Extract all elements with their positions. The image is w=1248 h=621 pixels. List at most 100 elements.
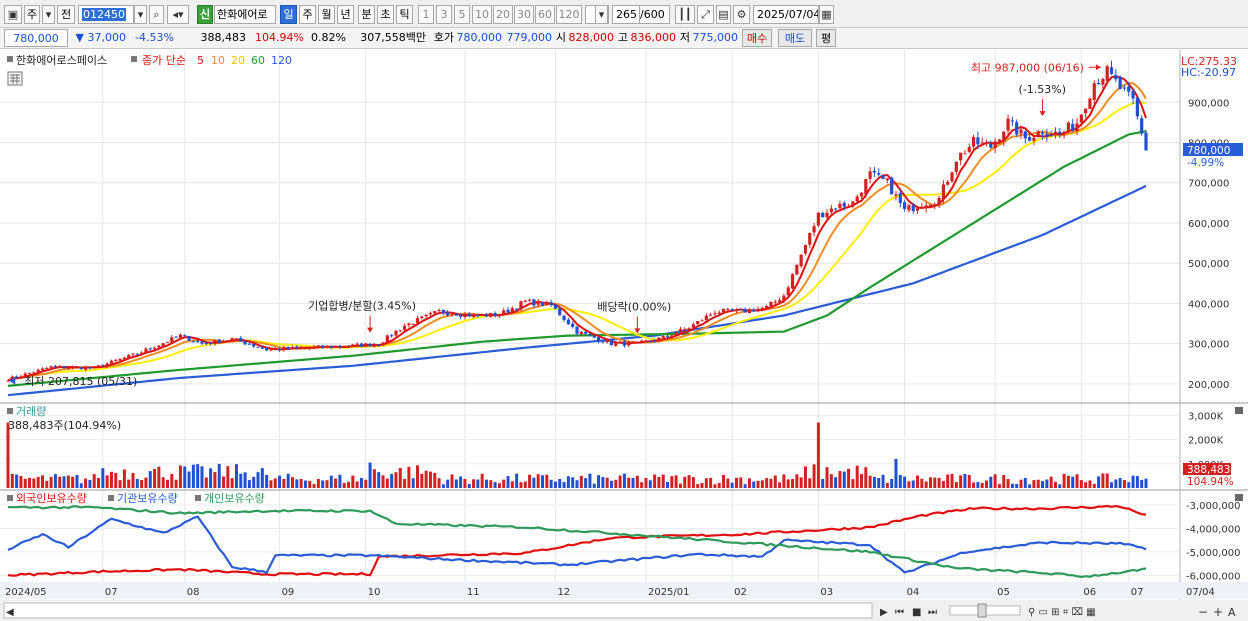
price-tick-label: 500,000	[1188, 259, 1229, 270]
zoom-slider-handle[interactable]	[977, 603, 987, 618]
draw-tool-icon[interactable]: ⤢	[697, 5, 714, 24]
prev-button[interactable]: 전	[57, 5, 75, 24]
candle-type-icon[interactable]: ┃┃	[675, 5, 695, 24]
volume-bar	[295, 479, 299, 488]
period-tick[interactable]: 틱	[396, 5, 413, 24]
candle-body	[1028, 137, 1032, 141]
legend-ma60: 60	[251, 54, 265, 67]
volume-bar	[424, 470, 428, 488]
horizontal-scrollbar[interactable]	[3, 602, 873, 619]
period-week[interactable]: 주	[299, 5, 316, 24]
candle-body	[411, 323, 415, 325]
candle-body	[1135, 97, 1139, 117]
volume-bar	[993, 474, 997, 488]
zoom-out-icon[interactable]: −	[1198, 605, 1208, 619]
stock-code-input[interactable]: 012450	[78, 5, 134, 24]
period-month[interactable]: 월	[318, 5, 335, 24]
interval-120[interactable]: 120	[556, 5, 582, 24]
close-panel-icon[interactable]	[1235, 407, 1243, 414]
period-second[interactable]: 초	[377, 5, 394, 24]
volume-bar	[230, 478, 234, 488]
market-dropdown-icon[interactable]: ▾	[42, 5, 55, 24]
volume-bar	[217, 463, 221, 488]
interval-10[interactable]: 10	[472, 5, 492, 24]
font-size-icon[interactable]: A	[1228, 606, 1236, 619]
candle-body	[558, 308, 562, 316]
volume-bar	[571, 477, 575, 488]
last-page-icon[interactable]: ⏭	[928, 607, 937, 618]
candle-body	[165, 341, 170, 343]
candle-body	[777, 300, 782, 303]
volume-tick-label: 2,000K	[1188, 436, 1224, 447]
merger-annotation: 기업합병/분할(3.45%)	[308, 300, 416, 313]
volume-bar	[36, 476, 40, 488]
code-dropdown-icon[interactable]: ▾	[134, 5, 147, 24]
candle-body	[721, 308, 726, 313]
chart-settings-icon[interactable]: ▣	[4, 5, 22, 24]
candle-body	[566, 319, 570, 325]
volume-bar	[588, 473, 592, 488]
period-year[interactable]: 년	[337, 5, 354, 24]
candle-body	[640, 340, 644, 343]
price-tick-label: 400,000	[1188, 299, 1229, 310]
candle-body	[372, 344, 377, 347]
last-price-pct: -4.99%	[1187, 157, 1224, 169]
date-input[interactable]: 2025/07/04	[753, 5, 819, 24]
candle-body	[83, 367, 88, 370]
candle-body	[217, 339, 221, 343]
stop-icon[interactable]: ■	[912, 607, 921, 618]
interval-1[interactable]: 1	[418, 5, 434, 24]
search-icon[interactable]: ⌕	[149, 5, 164, 24]
period-day[interactable]: 일	[280, 5, 297, 24]
volume-bar	[972, 482, 976, 488]
candle-body	[71, 366, 75, 368]
eval-button[interactable]: 평	[816, 29, 836, 47]
volume-bar	[743, 484, 747, 488]
candle-body	[704, 315, 708, 321]
volume-bar	[967, 474, 971, 488]
count-input[interactable]: 265	[612, 5, 640, 24]
period-minute[interactable]: 분	[358, 5, 375, 24]
chart-area[interactable]: 200,000 300,000 400,000 500,000 600,000 700,0…	[0, 50, 1248, 621]
speaker-icon[interactable]: ◂▾	[167, 5, 189, 24]
first-page-icon[interactable]: ⏮	[895, 607, 904, 618]
candle-body	[23, 373, 27, 377]
sell-button[interactable]: 매도	[778, 29, 812, 47]
market-select[interactable]: 주	[24, 5, 40, 24]
interval-5[interactable]: 5	[454, 5, 470, 24]
close-panel-icon[interactable]	[1235, 494, 1243, 501]
volume-bar	[1092, 483, 1096, 488]
candle-body	[536, 301, 540, 305]
candle-body	[96, 365, 101, 367]
save-icon[interactable]: ▤	[716, 5, 731, 24]
scroll-right-icon[interactable]: ▶	[880, 607, 888, 618]
volume-bar	[269, 480, 273, 488]
volume-bar	[467, 483, 471, 488]
interval-20[interactable]: 20	[493, 5, 513, 24]
volume-bar	[105, 475, 109, 488]
candle-body	[743, 309, 747, 313]
stock-name[interactable]: 한화에어로	[214, 5, 276, 24]
buy-button[interactable]: 매수	[742, 29, 772, 47]
interval-60[interactable]: 60	[535, 5, 555, 24]
legend-bullet	[108, 495, 114, 501]
candle-body	[62, 366, 66, 369]
volume-bar	[92, 474, 96, 488]
interval-dropdown-icon[interactable]: ▾	[595, 5, 608, 24]
candle-body	[644, 340, 648, 342]
scroll-left-icon[interactable]: ◀	[6, 607, 14, 618]
zoom-in-icon[interactable]: +	[1213, 605, 1223, 619]
volume-bar	[109, 471, 113, 488]
candle-body	[713, 313, 717, 315]
volume-bar	[23, 478, 27, 488]
holdings-grid	[0, 504, 1180, 576]
interval-30[interactable]: 30	[514, 5, 534, 24]
volume-bar	[838, 471, 842, 488]
interval-3[interactable]: 3	[436, 5, 452, 24]
gear-icon[interactable]: ⚙	[733, 5, 750, 24]
zoom-options-icon[interactable]: ⚲ ▭ ⊞ ⌗ ⌧ ▦	[1028, 607, 1096, 618]
volume-bar	[157, 466, 161, 488]
calendar-icon[interactable]: ▦	[819, 5, 834, 24]
candle-body	[66, 367, 70, 369]
volume-bar	[122, 469, 126, 488]
